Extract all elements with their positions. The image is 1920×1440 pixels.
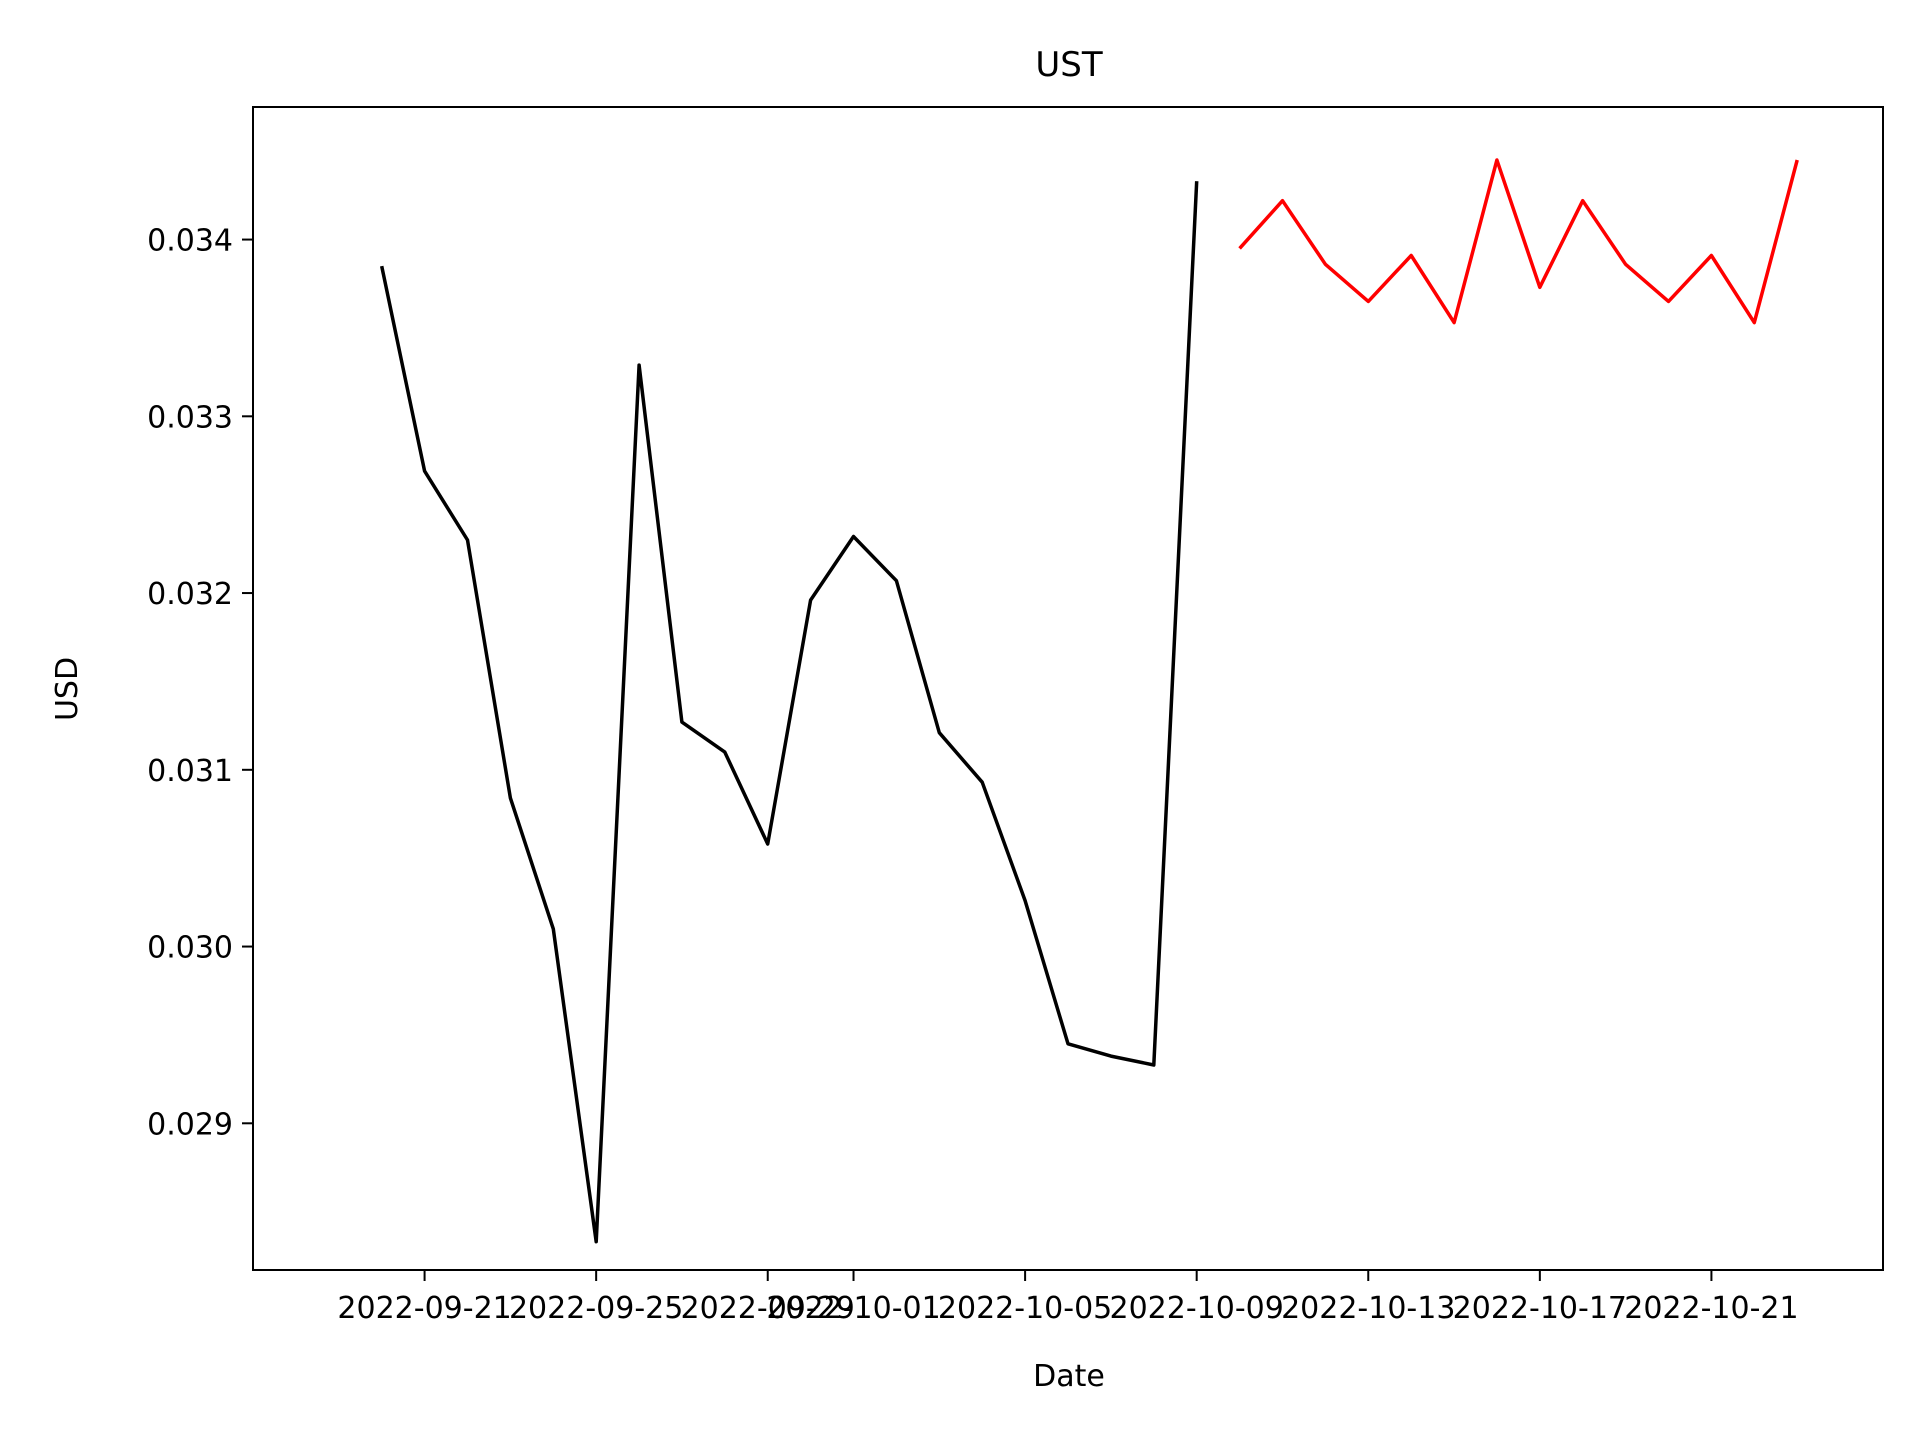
- y-tick-label: 0.029: [147, 1107, 233, 1142]
- y-tick-label: 0.031: [147, 754, 233, 789]
- x-tick-label: 2022-10-21: [1624, 1291, 1798, 1326]
- y-axis: 0.029 0.030 0.031 0.032 0.033 0.034: [147, 224, 253, 1142]
- x-axis: 2022-09-212022-09-252022-09-292022-10-01…: [337, 1270, 1799, 1326]
- series-layer: [379, 158, 1799, 1244]
- x-tick-label: 2022-10-09: [1110, 1291, 1284, 1326]
- plot-area: [252, 106, 1884, 1271]
- y-axis-label: USD: [50, 657, 85, 721]
- series-line-1: [379, 181, 1199, 1244]
- x-axis-label: Date: [1033, 1359, 1105, 1394]
- y-tick-label: 0.030: [147, 931, 233, 966]
- x-tick-label: 2022-09-29: [681, 1291, 855, 1326]
- x-tick-label: 2022-09-25: [509, 1291, 683, 1326]
- y-tick-label: 0.033: [147, 400, 233, 435]
- chart-title: UST: [1035, 45, 1102, 85]
- x-tick-label: 2022-10-01: [766, 1291, 940, 1326]
- x-tick-label: 2022-09-21: [337, 1291, 511, 1326]
- y-tick-label: 0.032: [147, 577, 233, 612]
- y-tick-label: 0.034: [147, 224, 233, 259]
- series-line-2: [1238, 158, 1799, 325]
- x-tick-label: 2022-10-17: [1453, 1291, 1627, 1326]
- x-tick-label: 2022-10-13: [1281, 1291, 1455, 1326]
- x-tick-label: 2022-10-05: [938, 1291, 1112, 1326]
